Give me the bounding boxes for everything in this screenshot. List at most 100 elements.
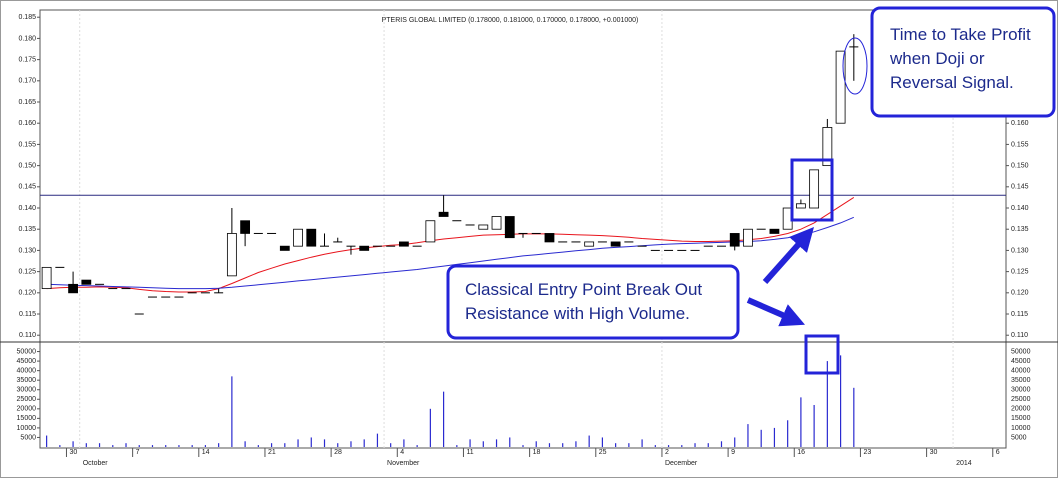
candle-body [399,241,409,247]
volume-tick-label: 40000 [1011,367,1031,374]
candle-body [795,203,806,209]
y-tick-label: 0.120 [18,290,36,297]
volume-tick-label: 30000 [1011,387,1031,394]
candle-body [293,228,303,247]
month-label: 2014 [956,460,972,467]
y-tick-label: 0.120 [1011,290,1029,297]
y-tick-label: 0.135 [1011,226,1029,233]
volume-tick-label: 10000 [17,425,37,432]
candle-body [584,241,595,247]
y-tick-label: 0.125 [1011,268,1029,275]
candle-body [504,216,515,239]
x-tick-label: 30 [69,449,77,456]
x-tick-label: 23 [863,449,871,456]
y-tick-label: 0.125 [18,268,36,275]
volume-tick-label: 5000 [1011,434,1027,441]
y-tick-label: 0.140 [18,205,36,212]
volume-tick-label: 25000 [1011,396,1031,403]
candle-body [491,216,502,230]
volume-tick-label: 20000 [1011,406,1031,413]
y-tick-label: 0.140 [1011,205,1029,212]
y-tick-label: 0.150 [1011,162,1029,169]
y-tick-label: 0.180 [18,35,36,42]
candle-body [438,211,449,217]
y-tick-label: 0.165 [18,99,36,106]
x-tick-label: 21 [268,449,276,456]
y-tick-label: 0.185 [18,14,36,21]
volume-tick-label: 25000 [17,396,37,403]
x-tick-label: 14 [202,449,210,456]
annotation-text: Resistance with High Volume. [465,304,690,323]
moving-average [46,216,854,290]
y-tick-label: 0.110 [1011,332,1028,339]
candle-body [279,245,290,251]
month-label: November [387,460,420,467]
y-tick-label: 0.150 [18,162,36,169]
candle-body [544,233,555,243]
candle-body [478,224,489,230]
y-tick-label: 0.115 [19,311,36,318]
y-tick-label: 0.160 [18,120,36,127]
x-tick-label: 25 [599,449,607,456]
y-tick-label: 0.155 [18,141,36,148]
x-tick-label: 9 [731,449,735,456]
annotation-text: Classical Entry Point Break Out [465,280,702,299]
x-tick-label: 7 [136,449,140,456]
x-tick-label: 6 [996,449,1000,456]
y-tick-label: 0.130 [18,247,36,254]
y-tick-label: 0.130 [1011,247,1029,254]
month-label: October [83,460,109,467]
candle-body [729,233,740,247]
candle-body [822,127,833,167]
candle-body [68,283,78,294]
y-tick-label: 0.170 [18,78,36,85]
x-tick-label: 4 [400,449,404,456]
x-tick-label: 30 [930,449,938,456]
candle-body [769,228,780,234]
moving-average [46,196,855,293]
volume-tick-label: 40000 [17,367,37,374]
candle-body [226,233,237,277]
annotation-text: Time to Take Profit [890,25,1031,44]
candle-body [240,220,251,234]
annotation-text: when Doji or [889,49,985,68]
y-tick-label: 0.145 [18,184,36,191]
y-tick-label: 0.145 [1011,184,1029,191]
volume-tick-label: 35000 [1011,377,1031,384]
x-tick-label: 28 [334,449,342,456]
annotation-box [870,6,1056,118]
volume-tick-label: 50000 [1011,348,1031,355]
candle-body [743,228,753,247]
x-tick-label: 11 [466,449,473,456]
volume-tick-label: 15000 [17,415,37,422]
candle-body [359,245,370,251]
candle-body [81,279,92,285]
y-tick-label: 0.135 [18,226,36,233]
x-tick-label: 2 [665,449,669,456]
candle-body [610,241,621,247]
highlight-box [804,334,840,375]
y-tick-label: 0.155 [1011,141,1029,148]
volume-tick-label: 45000 [1011,358,1031,365]
candle-body [809,169,820,209]
y-tick-label: 0.175 [18,56,36,63]
y-tick-label: 0.115 [1011,311,1028,318]
volume-tick-label: 10000 [1011,425,1031,432]
candle-body [835,50,846,124]
highlight-box [790,158,834,222]
candle-body [41,266,52,289]
highlight-ellipse [842,37,868,95]
volume-tick-label: 5000 [20,434,36,441]
y-tick-label: 0.160 [1011,120,1029,127]
x-tick-label: 18 [533,449,541,456]
volume-tick-label: 30000 [17,387,37,394]
x-tick-label: 16 [797,449,805,456]
chart-title: PTERIS GLOBAL LIMITED (0.178000, 0.18100… [382,17,639,24]
month-label: December [665,460,698,467]
y-tick-label: 0.110 [19,332,36,339]
annotation-box [446,264,740,340]
candle-body [306,228,317,247]
volume-tick-label: 50000 [17,348,37,355]
arrow [746,297,806,327]
